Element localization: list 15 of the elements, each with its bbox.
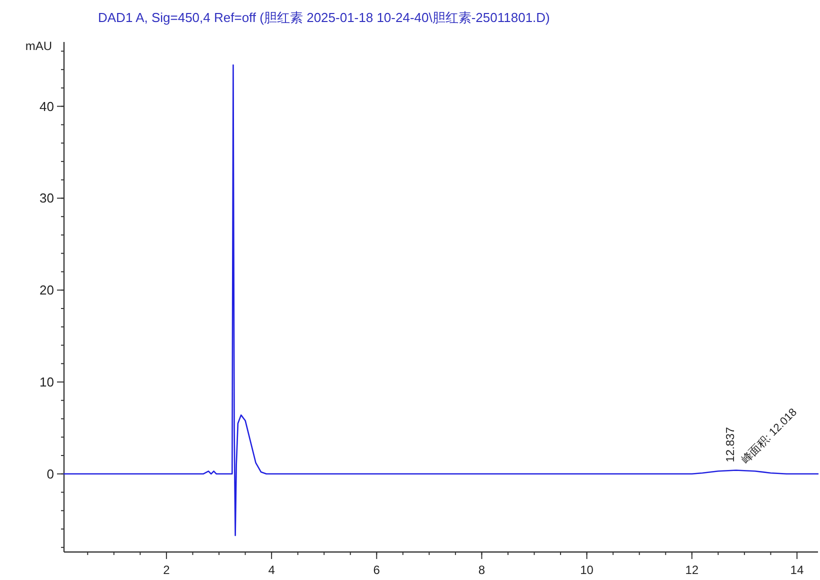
x-tick-label: 12: [685, 563, 699, 577]
x-tick-label: 14: [790, 563, 804, 577]
annotation: 12.837: [724, 427, 737, 462]
y-tick-label: 20: [40, 282, 54, 298]
x-tick-label: 4: [268, 563, 276, 577]
y-tick-label: 10: [40, 374, 54, 390]
x-tick-label: 10: [580, 563, 594, 577]
x-tick-label: 6: [373, 563, 380, 577]
y-axis-title: mAU: [25, 39, 52, 53]
y-tick-label: 0: [46, 466, 54, 482]
chart-title: DAD1 A, Sig=450,4 Ref=off (胆红素 2025-01-18 10-24-40\胆红素-25011801.D): [98, 10, 550, 25]
x-tick-label: 8: [478, 563, 486, 577]
y-tick-label: 40: [40, 98, 54, 114]
y-tick-label: 30: [40, 190, 54, 206]
x-tick-label: 2: [163, 563, 170, 577]
